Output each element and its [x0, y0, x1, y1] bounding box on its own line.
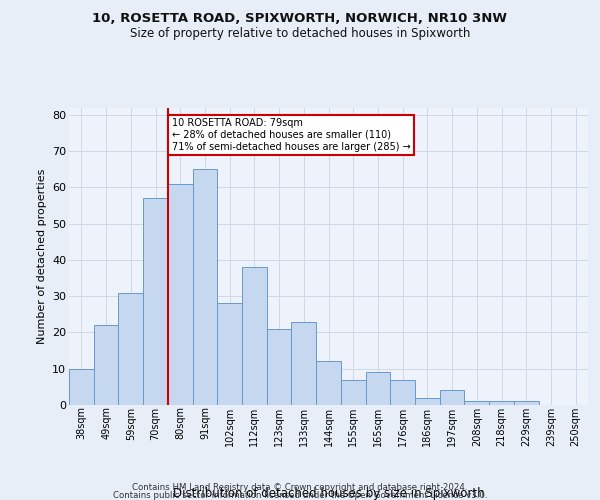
Bar [242, 267, 267, 405]
Bar [217, 304, 242, 405]
Bar [415, 398, 440, 405]
Y-axis label: Number of detached properties: Number of detached properties [37, 168, 47, 344]
Bar [69, 368, 94, 405]
Text: Contains HM Land Registry data © Crown copyright and database right 2024.: Contains HM Land Registry data © Crown c… [132, 484, 468, 492]
Bar [440, 390, 464, 405]
Bar [341, 380, 365, 405]
Bar [118, 292, 143, 405]
Bar [514, 402, 539, 405]
Bar [94, 325, 118, 405]
Bar [168, 184, 193, 405]
Text: Contains public sector information licensed under the Open Government Licence v3: Contains public sector information licen… [113, 491, 487, 500]
Bar [316, 362, 341, 405]
Bar [464, 402, 489, 405]
Text: 10, ROSETTA ROAD, SPIXWORTH, NORWICH, NR10 3NW: 10, ROSETTA ROAD, SPIXWORTH, NORWICH, NR… [92, 12, 508, 26]
Bar [365, 372, 390, 405]
Bar [390, 380, 415, 405]
Bar [292, 322, 316, 405]
Bar [193, 169, 217, 405]
Text: 10 ROSETTA ROAD: 79sqm
← 28% of detached houses are smaller (110)
71% of semi-de: 10 ROSETTA ROAD: 79sqm ← 28% of detached… [172, 118, 410, 152]
Text: Size of property relative to detached houses in Spixworth: Size of property relative to detached ho… [130, 28, 470, 40]
X-axis label: Distribution of detached houses by size in Spixworth: Distribution of detached houses by size … [173, 488, 484, 500]
Bar [143, 198, 168, 405]
Bar [489, 402, 514, 405]
Bar [267, 329, 292, 405]
